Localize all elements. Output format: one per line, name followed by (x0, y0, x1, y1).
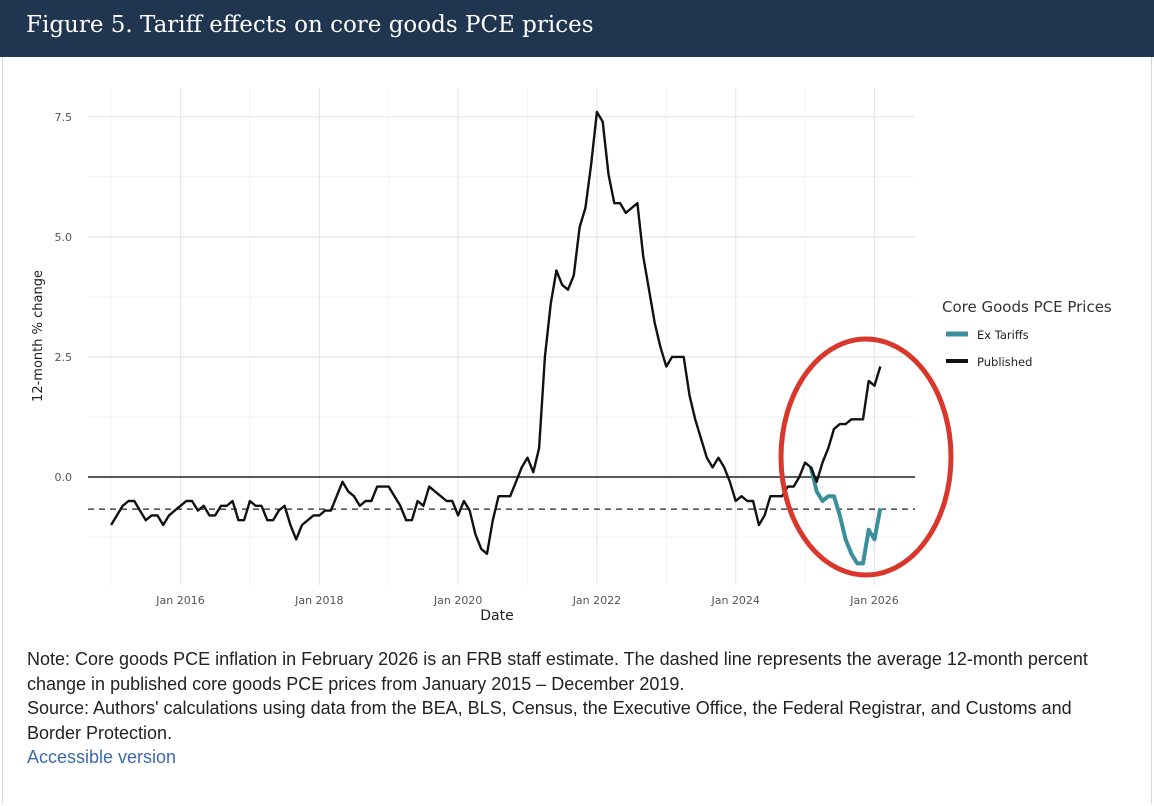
y-tick-label: 2.5 (55, 351, 73, 364)
x-axis-label: Date (480, 608, 513, 624)
legend-title: Core Goods PCE Prices (942, 298, 1112, 316)
x-tick-label: Jan 2016 (155, 594, 204, 607)
reference-lines (88, 476, 915, 510)
figure-notes: Note: Core goods PCE inflation in Februa… (27, 647, 1127, 770)
series-line-published (110, 110, 882, 555)
series-line-ex-tariffs (808, 466, 883, 566)
x-tick-label: Jan 2022 (572, 594, 621, 607)
x-tick-label: Jan 2024 (710, 594, 759, 607)
x-tick-label: Jan 2020 (433, 594, 482, 607)
legend: Core Goods PCE Prices Ex Tariffs Publish… (942, 298, 1112, 369)
figure-header: Figure 5. Tariff effects on core goods P… (0, 0, 1154, 57)
legend-label-ex-tariffs: Ex Tariffs (977, 328, 1029, 342)
x-tick-label: Jan 2026 (849, 594, 898, 607)
figure-title: Figure 5. Tariff effects on core goods P… (26, 12, 594, 38)
y-axis-label: 12-month % change (31, 270, 46, 402)
accessible-version-link[interactable]: Accessible version (27, 747, 177, 767)
legend-label-published: Published (977, 355, 1032, 369)
highlight-ellipse (778, 336, 954, 578)
y-tick-label: 7.5 (55, 111, 73, 124)
y-tick-label: 0.0 (55, 471, 73, 484)
series-lines (110, 110, 883, 566)
y-tick-label: 5.0 (55, 231, 73, 244)
x-tick-label: Jan 2018 (294, 594, 343, 607)
axis-ticks: 0.0 2.5 5.0 7.5 Jan 2016 Jan 2018 Jan 2020 Jan … (55, 111, 899, 607)
chart: 0.0 2.5 5.0 7.5 Jan 2016 Jan 2018 Jan 2020 Jan … (31, 88, 1112, 624)
note-text: Note: Core goods PCE inflation in Februa… (27, 649, 1088, 694)
source-text: Source: Authors' calculations using data… (27, 698, 1072, 743)
